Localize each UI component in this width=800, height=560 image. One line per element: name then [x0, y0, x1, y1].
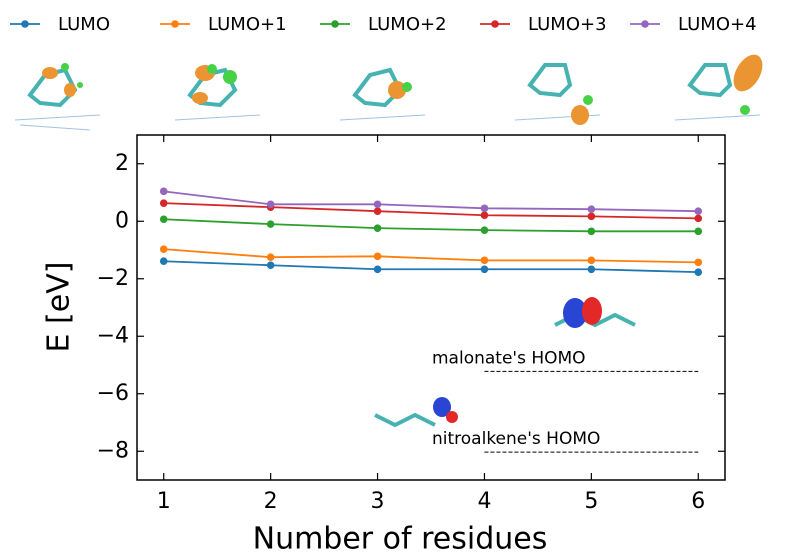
data-point	[694, 227, 703, 236]
data-point	[159, 245, 168, 253]
annotation: malonate's HOMO	[432, 348, 586, 368]
y-tick-label: −4	[97, 323, 129, 348]
series-line	[163, 260, 699, 274]
data-point	[159, 187, 168, 196]
data-point	[373, 207, 382, 215]
data-point	[480, 256, 489, 265]
plot-frame	[136, 134, 726, 481]
data-point	[694, 207, 703, 215]
data-point	[373, 252, 382, 261]
y-tick-label: 2	[115, 151, 129, 176]
annotation: nitroalkene's HOMO	[432, 429, 600, 449]
legend-marker	[21, 20, 29, 28]
series-line	[163, 248, 699, 264]
series-line	[163, 218, 699, 233]
y-tick-label: −2	[97, 266, 129, 291]
data-point	[266, 220, 275, 228]
data-point	[373, 265, 382, 274]
data-point	[694, 258, 703, 267]
x-tick-label: 2	[264, 489, 278, 514]
orbital-image	[514, 63, 601, 125]
data-point	[266, 261, 275, 270]
data-point	[373, 200, 382, 209]
orbital-image	[554, 297, 636, 328]
x-tick-label: 6	[691, 489, 705, 514]
legend-marker	[331, 20, 339, 28]
legend-label: LUMO+1	[208, 14, 287, 35]
legend-marker	[641, 20, 649, 28]
data-point	[587, 256, 596, 265]
series-line	[163, 190, 699, 213]
data-point	[480, 204, 489, 213]
orbital-image	[674, 54, 763, 121]
data-point	[587, 227, 596, 236]
y-axis-label: E [eV]	[42, 262, 77, 353]
legend-label: LUMO	[58, 14, 110, 35]
data-point	[266, 253, 275, 261]
orbital-image	[339, 67, 426, 121]
data-point	[480, 265, 489, 274]
data-point	[694, 268, 703, 276]
legend-marker	[491, 20, 499, 28]
y-tick-label: −8	[97, 438, 129, 463]
orbital-image	[374, 397, 458, 428]
data-point	[159, 199, 168, 207]
x-axis-label: Number of residues	[253, 522, 548, 557]
x-tick-label: 4	[477, 489, 491, 514]
data-point	[587, 205, 596, 213]
orbital-image	[14, 63, 101, 131]
legend-label: LUMO+4	[678, 14, 757, 35]
data-point	[266, 200, 275, 209]
y-tick-label: −6	[97, 381, 129, 406]
y-tick-label: 0	[115, 208, 129, 233]
x-tick-label: 5	[584, 489, 598, 514]
x-tick-label: 3	[371, 489, 385, 514]
data-point	[587, 265, 596, 274]
legend-marker	[171, 20, 179, 28]
data-point	[373, 224, 382, 232]
legend-label: LUMO+3	[528, 14, 607, 35]
data-point	[587, 212, 596, 221]
data-point	[480, 226, 489, 234]
orbital-image	[174, 64, 261, 121]
data-point	[694, 214, 703, 223]
series-line	[163, 202, 699, 220]
legend-label: LUMO+2	[368, 14, 447, 35]
data-point	[159, 257, 168, 266]
orbital-images	[14, 54, 763, 428]
data-point	[480, 211, 489, 220]
x-tick-label: 1	[157, 489, 171, 514]
data-point	[159, 215, 168, 224]
